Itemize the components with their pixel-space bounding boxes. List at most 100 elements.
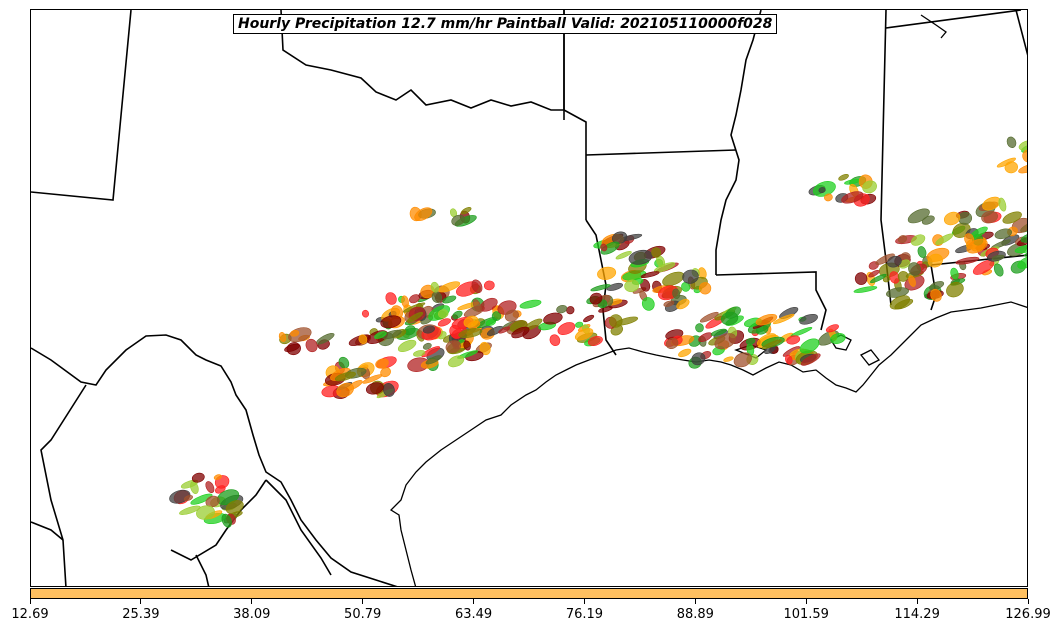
precip-blob bbox=[597, 266, 617, 280]
precip-blob bbox=[504, 309, 519, 322]
precip-blob bbox=[205, 481, 215, 494]
border-mississippi-river bbox=[715, 10, 762, 275]
precip-blob bbox=[519, 299, 542, 309]
colorbar-tick-label: 126.99 bbox=[1005, 607, 1051, 622]
precip-blob bbox=[190, 481, 199, 495]
precip-blob bbox=[583, 314, 595, 323]
colorbar bbox=[30, 588, 1028, 599]
precip-blob bbox=[678, 348, 692, 358]
precip-blob bbox=[1017, 255, 1027, 269]
precip-blob bbox=[733, 352, 752, 368]
precip-blob bbox=[698, 282, 712, 295]
precip-blob bbox=[917, 246, 927, 258]
precip-blob bbox=[397, 339, 417, 352]
precip-blob bbox=[422, 342, 432, 350]
precip-blob bbox=[785, 354, 793, 365]
precip-blob bbox=[761, 339, 782, 350]
precip-blob bbox=[225, 500, 244, 514]
precip-blob bbox=[460, 207, 472, 215]
precip-blob bbox=[566, 306, 575, 315]
precip-blob bbox=[898, 259, 911, 269]
precip-blob bbox=[870, 273, 887, 284]
precip-blob bbox=[437, 309, 449, 319]
precip-blob bbox=[452, 310, 463, 319]
colorbar-tick-label: 38.09 bbox=[233, 607, 271, 622]
precip-blob bbox=[1023, 249, 1027, 257]
precip-blob bbox=[981, 210, 998, 224]
border-tn-north bbox=[885, 10, 1022, 29]
precip-blob bbox=[824, 193, 833, 202]
precip-blob bbox=[498, 326, 511, 334]
precip-blob bbox=[600, 241, 620, 255]
precip-blob bbox=[284, 343, 300, 353]
precip-blob bbox=[935, 233, 954, 245]
precip-blob bbox=[338, 356, 350, 369]
precip-blob bbox=[425, 355, 442, 365]
precip-blob bbox=[665, 338, 679, 349]
precip-blob bbox=[676, 298, 690, 310]
precipitation-blobs bbox=[169, 136, 1027, 528]
precip-blob bbox=[587, 336, 603, 346]
precip-blob bbox=[964, 233, 975, 246]
precip-blob bbox=[786, 335, 801, 345]
precip-blob bbox=[927, 253, 943, 268]
precip-blob bbox=[1018, 163, 1027, 174]
precip-blob bbox=[574, 328, 594, 341]
colorbar-tick-label: 12.69 bbox=[11, 607, 49, 622]
precip-blob bbox=[972, 259, 995, 275]
precip-blob bbox=[641, 297, 655, 311]
precip-blob bbox=[929, 281, 945, 291]
precip-blob bbox=[897, 235, 908, 244]
precip-blob bbox=[213, 474, 222, 480]
precip-blob bbox=[549, 334, 561, 346]
precip-blob bbox=[336, 382, 354, 398]
colorbar-tick bbox=[1027, 599, 1029, 604]
precip-blob bbox=[745, 337, 756, 345]
precip-blob bbox=[755, 314, 778, 326]
precip-blob bbox=[362, 374, 383, 384]
precip-blob bbox=[800, 353, 821, 366]
precip-blob bbox=[799, 313, 818, 325]
precip-blob bbox=[1006, 136, 1017, 148]
precip-blob bbox=[609, 314, 623, 328]
precip-blob bbox=[1022, 149, 1027, 163]
map-panel bbox=[30, 9, 1028, 587]
precip-blob bbox=[600, 243, 608, 252]
precip-blob bbox=[290, 330, 300, 337]
precip-blob bbox=[910, 234, 926, 246]
precip-blob bbox=[699, 311, 719, 323]
precip-blob bbox=[714, 333, 737, 350]
precip-blob bbox=[723, 356, 734, 362]
colorbar-tick bbox=[251, 599, 253, 604]
precip-blob bbox=[191, 472, 205, 483]
precip-blob bbox=[414, 207, 433, 221]
precip-blob bbox=[380, 315, 402, 329]
precip-blob bbox=[663, 300, 675, 307]
precip-blob bbox=[908, 262, 921, 276]
precip-blob bbox=[365, 382, 384, 395]
colorbar-tick bbox=[805, 599, 807, 604]
precip-blob bbox=[907, 208, 930, 224]
precip-blob bbox=[862, 180, 877, 194]
precip-blob bbox=[853, 286, 878, 293]
border-ok-tx bbox=[280, 10, 565, 111]
precip-blob bbox=[950, 267, 959, 280]
precip-blob bbox=[479, 341, 491, 356]
colorbar-tick bbox=[140, 599, 142, 604]
precip-blob bbox=[438, 281, 461, 293]
colorbar-tick bbox=[916, 599, 918, 604]
precip-blob bbox=[413, 350, 426, 357]
precip-blob bbox=[930, 288, 942, 302]
precip-blob bbox=[606, 282, 624, 291]
precip-blob bbox=[590, 284, 611, 292]
precip-blob bbox=[375, 358, 389, 369]
precip-blob bbox=[838, 173, 849, 181]
border-la-ms bbox=[715, 271, 827, 331]
precip-blob bbox=[445, 340, 461, 353]
precip-blob bbox=[471, 279, 483, 294]
precip-blob bbox=[401, 295, 409, 308]
precip-blob bbox=[361, 309, 370, 318]
precip-blob bbox=[305, 338, 318, 353]
precip-blob bbox=[1004, 161, 1018, 174]
colorbar-tick bbox=[583, 599, 585, 604]
